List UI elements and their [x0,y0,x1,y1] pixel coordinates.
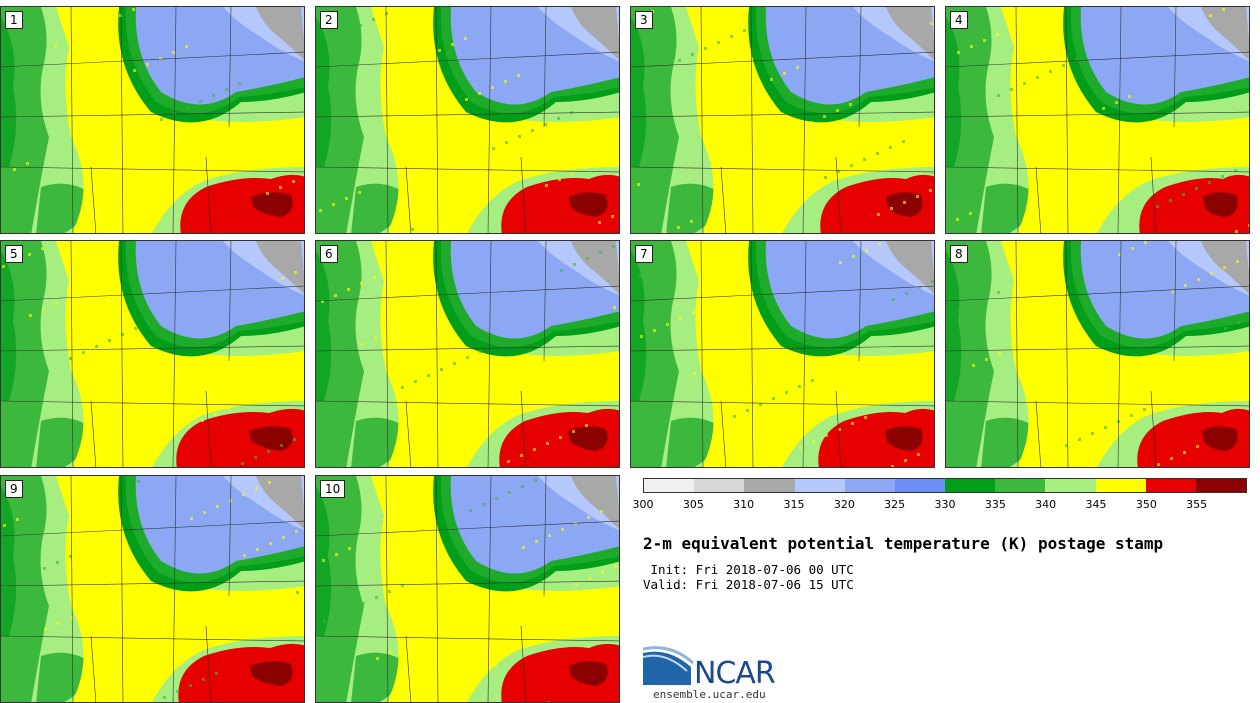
map-image [316,476,619,702]
colorbar-tick-label: 340 [1035,498,1057,511]
colorbar-swatch [1045,479,1096,492]
panel-number-label: 5 [5,245,23,263]
colorbar-tick-label: 345 [1085,498,1107,511]
map-panel: 5 [0,240,305,468]
map-image [316,241,619,467]
colorbar-swatch [1095,479,1146,492]
colorbar-swatch [744,479,795,492]
map-panel: 3 [630,6,935,234]
init-time: Init: Fri 2018-07-06 00 UTC [643,562,854,577]
colorbar-tick-label: 315 [783,498,805,511]
colorbar-swatch [844,479,895,492]
map-panel: 7 [630,240,935,468]
panel-number-label: 2 [320,11,338,29]
map-image [946,241,1249,467]
map-image [1,476,304,702]
colorbar [643,478,1247,493]
colorbar-tick-label: 320 [833,498,855,511]
map-panel: 4 [945,6,1250,234]
colorbar-swatch [894,479,946,492]
ncar-logo-text: NCAR [694,656,776,691]
colorbar-tick-label: 305 [682,498,704,511]
colorbar-tick-label: 355 [1186,498,1208,511]
colorbar-tick-label: 335 [984,498,1006,511]
colorbar-swatch [1195,479,1247,492]
colorbar-ticks: 300 305 310 315 320 325 330 335 340 345 350 355 [633,498,1247,514]
map-image [631,7,934,233]
panel-number-label: 3 [635,11,653,29]
panel-number-label: 6 [320,245,338,263]
panel-number-label: 1 [5,11,23,29]
panel-number-label: 8 [950,245,968,263]
map-panel: 2 [315,6,620,234]
map-image [1,241,304,467]
colorbar-tick-label: 330 [934,498,956,511]
panel-number-label: 4 [950,11,968,29]
map-panel: 8 [945,240,1250,468]
map-image [316,7,619,233]
colorbar-swatch [644,479,695,492]
page-title: 2-m equivalent potential temperature (K)… [643,534,1164,553]
colorbar-swatch [995,479,1046,492]
colorbar-tick-label: 325 [884,498,906,511]
ncar-logo-icon [643,646,695,685]
panel-number-label: 7 [635,245,653,263]
map-panel: 1 [0,6,305,234]
colorbar-swatch [794,479,845,492]
map-panel: 6 [315,240,620,468]
panel-number-label: 9 [5,480,23,498]
map-image [631,241,934,467]
colorbar-swatch [1145,479,1196,492]
logo-url: ensemble.ucar.edu [653,688,766,701]
panel-number-label: 10 [320,480,346,498]
map-image [946,7,1249,233]
colorbar-swatch [694,479,745,492]
colorbar-tick-label: 310 [733,498,755,511]
map-panel: 9 [0,475,305,703]
map-image [1,7,304,233]
colorbar-swatch [945,479,996,492]
valid-time: Valid: Fri 2018-07-06 15 UTC [643,577,854,592]
map-panel: 10 [315,475,620,703]
colorbar-tick-label: 300 [632,498,654,511]
colorbar-tick-label: 350 [1135,498,1157,511]
